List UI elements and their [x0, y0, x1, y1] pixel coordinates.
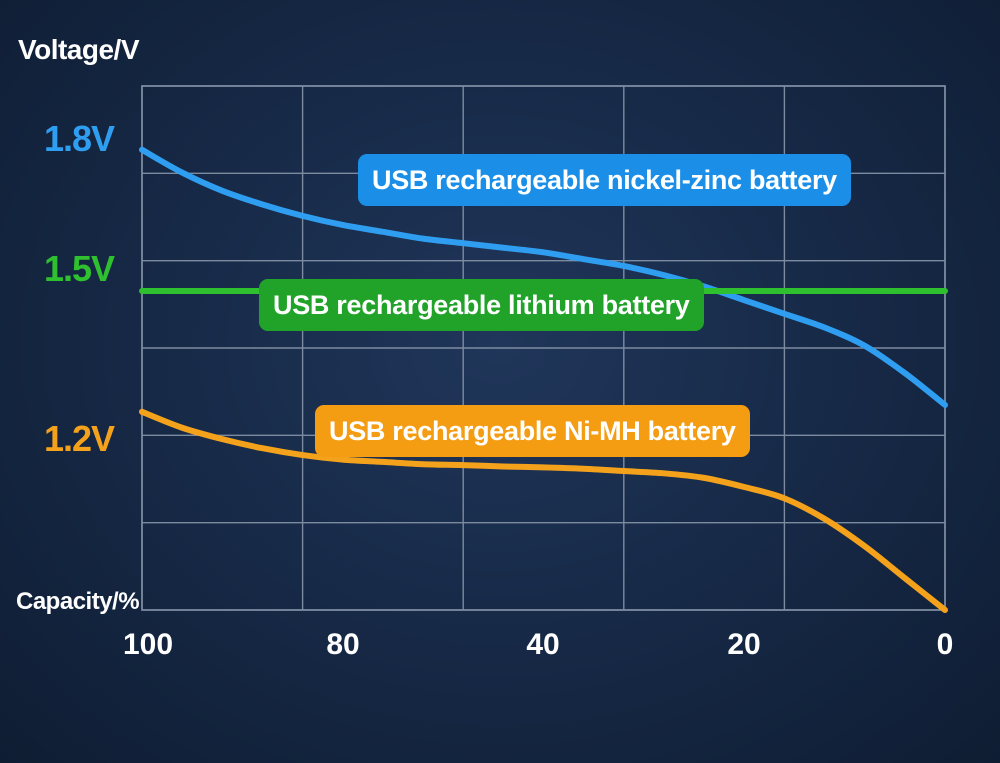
legend-ni-mh-badge: USB rechargeable Ni-MH battery [315, 405, 750, 457]
legend-nickel-zinc-badge: USB rechargeable nickel-zinc battery [358, 154, 851, 206]
y-tick-label: 1.2V [44, 418, 115, 459]
x-tick-20: 20 [727, 628, 761, 661]
legend-lithium-badge: USB rechargeable lithium battery [259, 279, 704, 331]
x-axis-title: Capacity/% [16, 588, 140, 615]
y-tick-1-8v: 1.8V [44, 118, 115, 160]
x-tick-0: 0 [936, 628, 954, 661]
y-tick-1-5v: 1.5V [44, 248, 115, 290]
series-line-ni-mh [139, 408, 948, 613]
x-tick-100: 100 [122, 628, 174, 661]
y-axis-title: Voltage/V [18, 34, 140, 65]
series-line-nickel-zinc [139, 146, 948, 408]
y-tick-1-2v: 1.2V [44, 418, 115, 460]
y-tick-label: 1.8V [44, 118, 115, 159]
chart-series-lines [139, 146, 948, 613]
y-tick-label: 1.5V [44, 248, 115, 289]
x-tick-80: 80 [326, 628, 360, 661]
x-tick-40: 40 [526, 628, 560, 661]
